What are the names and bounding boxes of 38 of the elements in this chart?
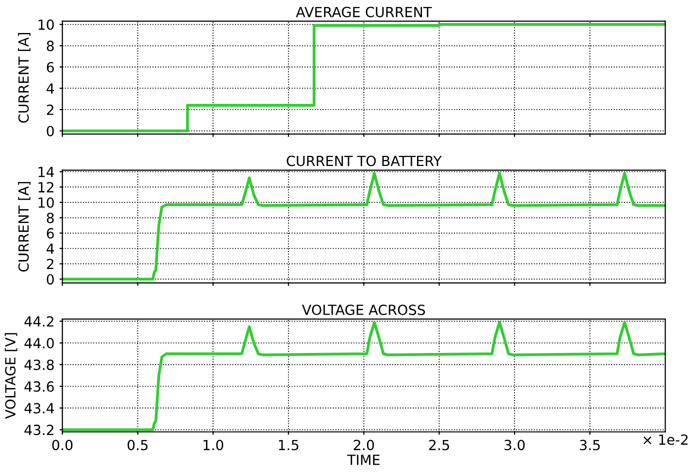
- y-tick-label: 8: [46, 212, 54, 224]
- x-tick-label: 3.5: [580, 440, 600, 450]
- x-tick-label: 0.5: [128, 440, 148, 450]
- y-tick-label: 43.6: [24, 381, 54, 392]
- y-tick-label: 43.8: [24, 360, 54, 370]
- x-tick-label: 0.0: [52, 440, 72, 450]
- text: × 1e-2: [644, 434, 688, 445]
- y-tick-label: 8: [46, 40, 54, 52]
- x-tick-label: 1.0: [204, 440, 224, 450]
- y-tick-label: 44.0: [24, 338, 54, 348]
- y-tick-label: 44.2: [24, 316, 54, 327]
- x-axis-title: TIME: [347, 454, 380, 465]
- y-axis-title: CURRENT [A]: [18, 33, 30, 123]
- y-axis-title: CURRENT [A]: [18, 182, 30, 272]
- y-tick-label: 6: [46, 228, 54, 239]
- chart-title: VOLTAGE ACROSS: [302, 304, 425, 316]
- chart-title: AVERAGE CURRENT: [296, 6, 432, 18]
- x-tick-label: 2.5: [429, 440, 450, 450]
- y-tick-label: 4: [46, 83, 54, 94]
- y-tick-label: 6: [46, 62, 54, 72]
- y-tick-label: 43.4: [24, 402, 54, 414]
- line-series: [62, 320, 666, 432]
- y-tick-label: 4: [46, 244, 54, 254]
- y-tick-label: 14: [38, 166, 54, 177]
- y-tick-label: 0: [46, 274, 54, 285]
- x-tick-label: 1.5: [278, 440, 298, 450]
- y-tick-label: 2: [46, 258, 54, 270]
- x-tick-label: 3.0: [504, 440, 525, 450]
- y-tick-label: 2: [46, 104, 54, 115]
- x-tick-label: 2.0: [354, 440, 374, 450]
- y-axis-title: VOLTAGE [V]: [4, 333, 18, 419]
- y-tick-label: 10: [38, 19, 54, 30]
- line-series: [62, 172, 666, 281]
- chart-title: CURRENT TO BATTERY: [286, 156, 442, 166]
- y-tick-label: 12: [38, 182, 54, 192]
- y-tick-label: 43.2: [24, 424, 54, 436]
- y-tick-label: 10: [38, 197, 54, 208]
- y-tick-label: 0: [46, 126, 54, 136]
